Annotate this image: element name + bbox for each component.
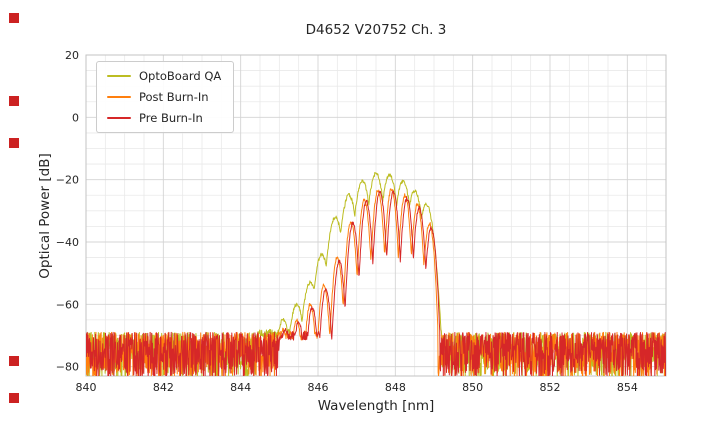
x-tick-label: 854 bbox=[617, 381, 638, 394]
legend-line-optoboard-qa-icon bbox=[107, 74, 131, 78]
legend-item-pre-burn-in: Pre Burn-In bbox=[107, 111, 221, 125]
legend-label-optoboard-qa: OptoBoard QA bbox=[139, 69, 222, 83]
red-marker bbox=[9, 13, 19, 23]
series-line-pre-burn-in bbox=[86, 190, 666, 376]
x-tick-label: 840 bbox=[76, 381, 97, 394]
red-marker bbox=[9, 96, 19, 106]
x-tick-label: 848 bbox=[385, 381, 406, 394]
y-tick-label: −40 bbox=[56, 236, 79, 249]
chart-title: D4652 V20752 Ch. 3 bbox=[305, 22, 447, 38]
red-marker bbox=[9, 393, 19, 403]
legend-label-pre-burn-in: Pre Burn-In bbox=[139, 111, 203, 125]
legend-line-pre-burn-in-icon bbox=[107, 116, 131, 120]
legend-item-post-burn-in: Post Burn-In bbox=[107, 90, 221, 104]
x-axis-label: Wavelength [nm] bbox=[317, 398, 435, 414]
x-tick-label: 850 bbox=[462, 381, 483, 394]
legend-item-optoboard-qa: OptoBoard QA bbox=[107, 69, 221, 83]
y-axis-label: Optical Power [dB] bbox=[37, 153, 53, 279]
red-marker bbox=[9, 138, 19, 148]
y-tick-label: −20 bbox=[56, 174, 79, 187]
y-tick-label: 0 bbox=[72, 111, 79, 124]
x-tick-label: 844 bbox=[230, 381, 251, 394]
x-tick-label: 852 bbox=[540, 381, 561, 394]
x-tick-label: 846 bbox=[308, 381, 329, 394]
legend: OptoBoard QA Post Burn-In Pre Burn-In bbox=[96, 61, 235, 133]
y-tick-label: 20 bbox=[65, 49, 79, 62]
red-marker bbox=[9, 356, 19, 366]
legend-label-post-burn-in: Post Burn-In bbox=[139, 90, 209, 104]
legend-line-post-burn-in-icon bbox=[107, 95, 131, 99]
y-tick-label: −60 bbox=[56, 298, 79, 311]
x-tick-label: 842 bbox=[153, 381, 174, 394]
y-tick-label: −80 bbox=[56, 361, 79, 374]
